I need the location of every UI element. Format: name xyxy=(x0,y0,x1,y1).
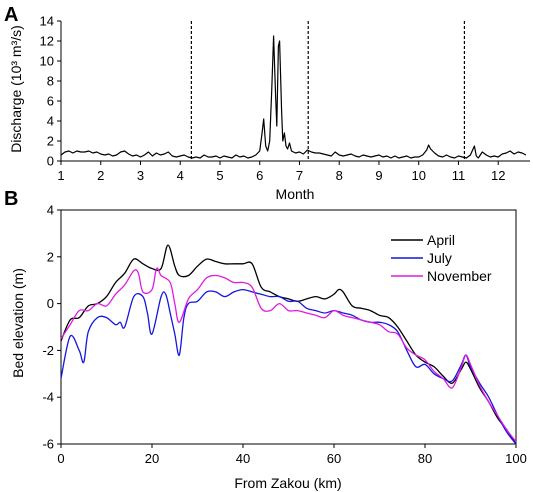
series-line-november xyxy=(60,267,517,443)
y-tick-label: 12 xyxy=(40,34,54,49)
x-tick-label: 7 xyxy=(296,168,303,183)
x-tick-label: 4 xyxy=(177,168,184,183)
y-tick-label: 0 xyxy=(47,296,54,311)
y-tick-label: -6 xyxy=(42,437,54,452)
y-tick-label: 8 xyxy=(47,74,54,89)
legend-label-april: April xyxy=(427,232,455,248)
y-axis-title: Discharge (10³ m³/s) xyxy=(8,25,24,153)
legend-label-november: November xyxy=(427,268,492,284)
series-line-july xyxy=(60,288,517,445)
y-tick-label: -2 xyxy=(42,343,54,358)
x-axis-title: From Zakou (km) xyxy=(234,475,341,491)
x-tick-label: 0 xyxy=(57,451,64,466)
x-tick-label: 3 xyxy=(137,168,144,183)
x-tick-label: 8 xyxy=(336,168,343,183)
x-tick-label: 80 xyxy=(418,451,432,466)
x-tick-label: 100 xyxy=(505,451,527,466)
y-tick-label: 0 xyxy=(47,154,54,169)
series-line-april xyxy=(60,244,517,445)
y-tick-label: -4 xyxy=(42,390,54,405)
y-tick-label: 2 xyxy=(47,134,54,149)
legend: April July November xyxy=(391,232,492,284)
plot-frame xyxy=(60,209,517,445)
panel-letter-b: B xyxy=(4,188,18,210)
y-tick-label: 10 xyxy=(40,54,54,69)
legend-label-july: July xyxy=(427,250,452,266)
x-tick-label: 12 xyxy=(491,168,505,183)
x-tick-label: 9 xyxy=(375,168,382,183)
x-tick-label: 40 xyxy=(236,451,250,466)
discharge-line xyxy=(60,35,527,159)
x-tick-label: 6 xyxy=(256,168,263,183)
x-axis-title: Month xyxy=(276,186,315,202)
x-tick-label: 1 xyxy=(57,168,64,183)
y-tick-label: 6 xyxy=(47,94,54,109)
x-tick-label: 11 xyxy=(452,168,466,183)
y-tick-label: 4 xyxy=(47,114,54,129)
y-tick-label: 14 xyxy=(40,14,54,29)
x-tick-label: 60 xyxy=(327,451,341,466)
y-tick-label: 2 xyxy=(47,249,54,264)
x-tick-label: 20 xyxy=(145,451,159,466)
y-axis-title: Bed elevation (m) xyxy=(10,268,26,378)
panel-letter-a: A xyxy=(4,4,18,26)
x-tick-label: 2 xyxy=(97,168,104,183)
x-tick-label: 10 xyxy=(411,168,425,183)
x-tick-label: 5 xyxy=(216,168,223,183)
y-tick-label: 4 xyxy=(47,203,54,218)
